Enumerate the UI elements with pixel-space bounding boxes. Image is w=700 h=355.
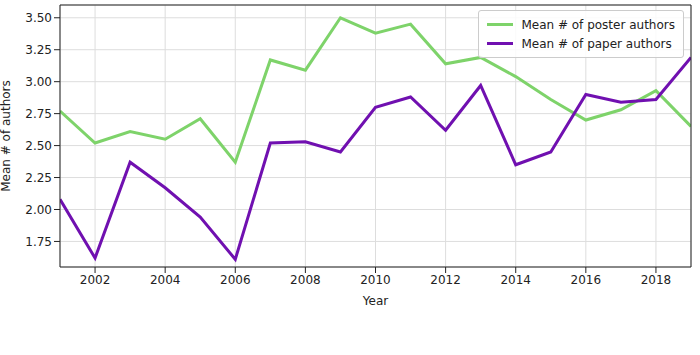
svg-text:Year: Year [362,294,388,308]
svg-text:2.50: 2.50 [25,139,52,153]
svg-text:2016: 2016 [571,273,602,287]
svg-text:2006: 2006 [220,273,251,287]
svg-text:Mean # of authors: Mean # of authors [8,80,13,192]
svg-text:2008: 2008 [290,273,321,287]
svg-text:2002: 2002 [80,273,111,287]
svg-text:2004: 2004 [150,273,181,287]
html-text:Mean # of paper authors: Mean # of paper authors [521,36,672,51]
svg-text:2.25: 2.25 [25,171,52,185]
svg-text:2018: 2018 [641,273,672,287]
svg-text:2012: 2012 [430,273,461,287]
svg-text:2010: 2010 [360,273,391,287]
svg-text:2.75: 2.75 [25,107,52,121]
svg-text:3.25: 3.25 [25,43,52,57]
svg-text:3.00: 3.00 [25,75,52,89]
html-text:Mean # of poster authors: Mean # of poster authors [521,17,675,32]
svg-text:2.00: 2.00 [25,203,52,217]
svg-text:2014: 2014 [500,273,531,287]
svg-text:1.75: 1.75 [25,235,52,249]
svg-text:3.50: 3.50 [25,11,52,25]
